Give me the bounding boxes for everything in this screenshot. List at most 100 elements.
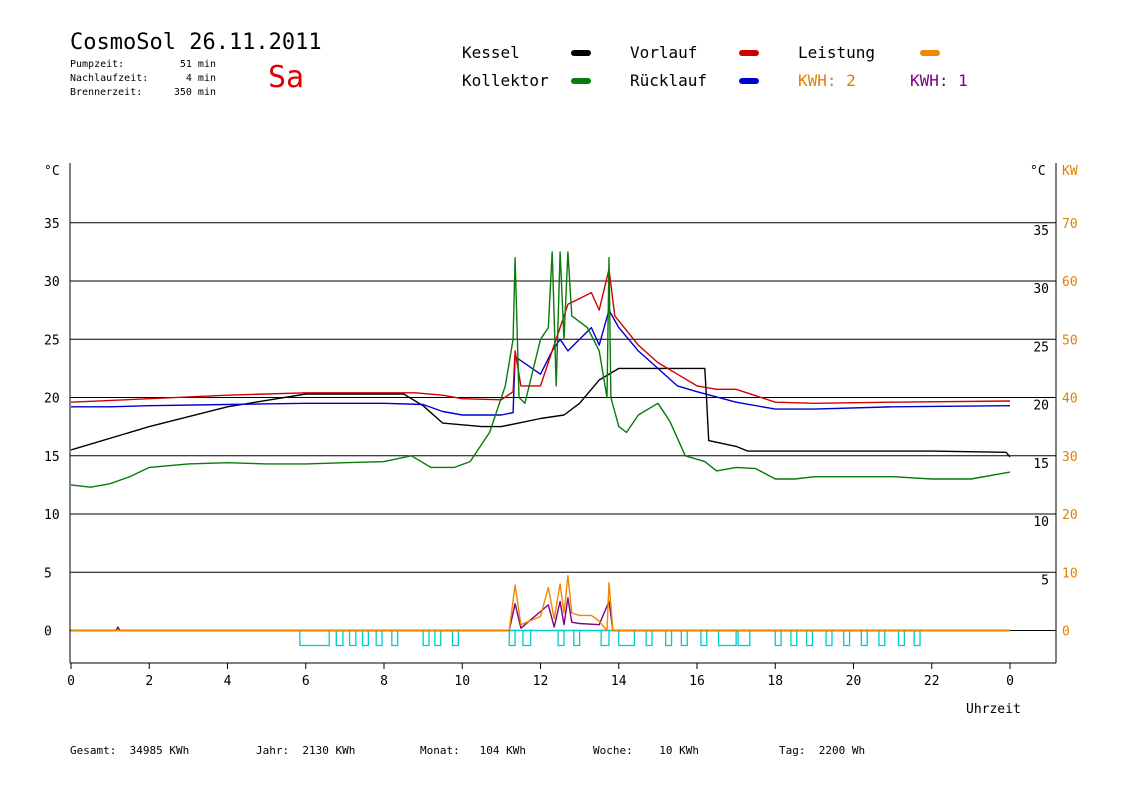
pump-segment-5: [391, 629, 399, 647]
pump-segment-13: [600, 629, 610, 647]
y-tick-left-10: 10: [44, 508, 60, 523]
pump-segment-26: [860, 629, 868, 647]
pump-segment-10: [522, 629, 532, 647]
x-tick-label-6: 12: [533, 674, 549, 689]
footer-woche: Woche: 10 KWh: [593, 744, 699, 757]
pump-segment-14: [618, 629, 636, 647]
y-tick-right-c-20: 20: [1033, 399, 1049, 414]
pumpzeit-value: 51 min: [179, 59, 216, 70]
y-tick-right-kw-70: 70: [1062, 217, 1078, 232]
pump-segment-0: [299, 629, 330, 647]
y-tick-right-kw-10: 10: [1062, 566, 1078, 581]
weekday-label: Sa: [268, 60, 305, 95]
x-tick-label-7: 14: [611, 674, 627, 689]
y-tick-right-kw-0: 0: [1062, 625, 1070, 640]
x-tick-label-2: 4: [224, 674, 232, 689]
x-tick-label-4: 8: [380, 674, 388, 689]
x-tick-label-1: 2: [145, 674, 153, 689]
y-tick-right-c-35: 35: [1033, 224, 1049, 239]
pump-segment-17: [680, 629, 688, 647]
legend-leistung-swatch: [920, 50, 940, 56]
y-tick-right-c-10: 10: [1033, 515, 1049, 530]
left-axis-unit: °C: [44, 164, 60, 179]
pump-segment-7: [434, 629, 442, 647]
y-tick-right-c-15: 15: [1033, 457, 1049, 472]
right-axis-unit-kw: KW: [1062, 164, 1078, 179]
y-tick-left-15: 15: [44, 450, 60, 465]
pump-segment-18: [700, 629, 708, 647]
pump-segment-28: [897, 629, 906, 647]
pump-segment-24: [825, 629, 833, 647]
legend-vorlauf-label: Vorlauf: [630, 43, 698, 62]
x-tick-label-3: 6: [302, 674, 310, 689]
y-tick-left-35: 35: [44, 217, 60, 232]
legend-kessel-swatch: [571, 50, 591, 56]
x-axis-label: Uhrzeit: [966, 702, 1021, 717]
pump-segment-27: [878, 629, 886, 647]
nachlaufzeit-value: 4 min: [185, 73, 216, 84]
pump-segment-19: [717, 629, 737, 647]
axes: [69, 163, 1057, 664]
legend-leistung-label: Leistung: [798, 43, 876, 62]
y-tick-left-5: 5: [44, 566, 52, 581]
legend-ruecklauf-swatch: [739, 78, 759, 84]
x-tick-label-8: 16: [689, 674, 705, 689]
footer-gesamt: Gesamt: 34985 KWh: [70, 744, 190, 757]
page-title: CosmoSol 26.11.2011: [70, 30, 322, 55]
y-tick-right-kw-30: 30: [1062, 450, 1078, 465]
x-tick-label-12: 0: [1006, 674, 1014, 689]
y-tick-left-25: 25: [44, 333, 60, 348]
legend-kwh-2: KWH: 2: [798, 71, 856, 90]
pump-segment-22: [790, 629, 798, 647]
pump-segment-21: [774, 629, 782, 647]
footer-monat: Monat: 104 KWh: [420, 744, 526, 757]
grid-lines: [70, 222, 1056, 631]
pump-segment-11: [557, 629, 565, 647]
pump-segment-4: [375, 629, 383, 647]
pump-segment-1: [335, 629, 344, 647]
pump-segment-3: [361, 629, 370, 647]
x-tick-label-9: 18: [767, 674, 783, 689]
series-line-ruecklauf: [71, 309, 1011, 416]
x-tick-label-11: 22: [924, 674, 940, 689]
y-tick-right-c-25: 25: [1033, 340, 1049, 355]
right-axis-unit-c: °C: [1030, 164, 1046, 179]
series-lines: [70, 251, 1011, 632]
footer-jahr: Jahr: 2130 KWh: [256, 744, 356, 757]
y-tick-right-c-5: 5: [1041, 573, 1049, 588]
x-tick-label-0: 0: [67, 674, 75, 689]
pump-series: [71, 629, 1056, 647]
tick-labels: 0510152025303551015202530350102030405060…: [44, 217, 1078, 689]
y-tick-left-20: 20: [44, 392, 60, 407]
series-line-kessel: [70, 367, 1011, 458]
y-tick-left-30: 30: [44, 275, 60, 290]
legend-kollektor-label: Kollektor: [462, 71, 549, 90]
pumpzeit-label: Pumpzeit:: [70, 59, 125, 70]
pump-segment-16: [665, 629, 673, 647]
legend-kwh-1: KWH: 1: [910, 71, 968, 90]
x-tick-label-10: 20: [846, 674, 862, 689]
pump-segment-23: [805, 629, 814, 647]
footer-tag: Tag: 2200 Wh: [779, 744, 866, 757]
pump-segment-12: [573, 629, 581, 647]
series-line-vorlauf: [70, 268, 1011, 404]
pump-segment-6: [422, 629, 430, 647]
pump-segment-15: [645, 629, 653, 647]
brennerzeit-label: Brennerzeit:: [70, 87, 143, 98]
y-tick-left-0: 0: [44, 625, 52, 640]
legend-ruecklauf-label: Rücklauf: [630, 71, 708, 90]
y-tick-right-kw-40: 40: [1062, 392, 1078, 407]
brennerzeit-value: 350 min: [173, 87, 216, 98]
y-tick-right-kw-60: 60: [1062, 275, 1078, 290]
series-line-leistung: [71, 575, 1010, 632]
legend-vorlauf-swatch: [739, 50, 759, 56]
y-tick-right-kw-20: 20: [1062, 508, 1078, 523]
y-tick-right-c-30: 30: [1033, 282, 1049, 297]
legend-kessel-label: Kessel: [462, 43, 520, 62]
pump-segment-25: [843, 629, 851, 647]
pump-segment-2: [348, 629, 357, 647]
pump-segment-20: [737, 629, 751, 647]
pump-segment-9: [508, 629, 516, 647]
series-line-kollektor: [70, 251, 1011, 488]
